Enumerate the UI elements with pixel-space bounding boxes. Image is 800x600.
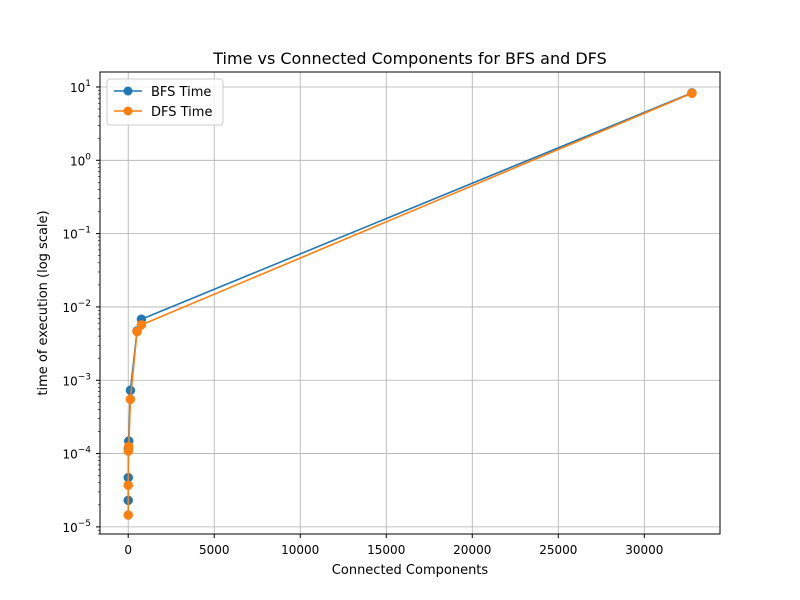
y-tick-label: 10−4: [62, 446, 91, 462]
y-tick-label: 10−2: [62, 299, 91, 315]
plot-background: [100, 72, 720, 534]
x-tick-label: 30000: [625, 543, 663, 557]
y-tick-label-exponent: −2: [78, 299, 91, 309]
y-tick-label-base: 10: [62, 228, 77, 242]
chart-title: Time vs Connected Components for BFS and…: [212, 49, 607, 68]
legend-swatch-marker: [123, 86, 133, 96]
y-tick-label-base: 10: [62, 521, 77, 535]
y-tick-label-base: 10: [62, 301, 77, 315]
x-axis-label: Connected Components: [332, 563, 489, 578]
y-tick-label-exponent: 1: [85, 79, 91, 89]
legend-entry-bfs-time: BFS Time: [114, 85, 211, 100]
x-tick-label: 20000: [453, 543, 491, 557]
dfs-time-point: [124, 441, 134, 452]
y-tick-label: 10−5: [62, 519, 91, 535]
dfs-time-series: [123, 88, 697, 520]
y-tick-label-base: 10: [62, 448, 77, 462]
y-tick-label: 10−3: [62, 372, 91, 388]
y-tick-label: 101: [70, 79, 91, 95]
x-axis-ticks: 0 5000 10000 15000 20000 25000 30000: [124, 534, 663, 557]
y-tick-label-exponent: −3: [78, 372, 91, 382]
y-tick-label: 10−1: [62, 226, 91, 242]
plot-area: [99, 71, 721, 535]
x-tick-label: 5000: [199, 543, 230, 557]
series-layer: [123, 88, 697, 520]
y-tick-label-exponent: −5: [78, 519, 91, 529]
dfs-time-point: [687, 88, 697, 99]
legend-swatch-marker: [123, 106, 133, 116]
y-tick-label-exponent: −4: [78, 446, 92, 456]
y-tick-label-exponent: 0: [85, 152, 91, 162]
legend-entry-dfs-time: DFS Time: [114, 105, 212, 120]
legend: BFS Time DFS Time: [106, 78, 224, 126]
x-tick-label: 10000: [281, 543, 319, 557]
x-tick-label: 15000: [367, 543, 405, 557]
y-tick-label-base: 10: [70, 154, 85, 168]
dfs-time-point: [123, 480, 133, 490]
dfs-time-point: [123, 510, 133, 520]
dfs-time-point: [136, 320, 147, 330]
dfs-time-point: [132, 326, 142, 337]
x-tick-label: 0: [124, 543, 132, 557]
legend-label: DFS Time: [151, 105, 212, 120]
dfs-time-point: [125, 394, 136, 405]
y-tick-label: 100: [70, 152, 91, 168]
y-axis-label: time of execution (log scale): [36, 210, 51, 395]
legend-label: BFS Time: [151, 85, 211, 100]
plot-frame: [99, 71, 721, 535]
x-tick-label: 25000: [539, 543, 577, 557]
y-tick-label-base: 10: [62, 374, 77, 388]
y-tick-label-exponent: −1: [78, 226, 91, 236]
y-tick-label-base: 10: [70, 81, 85, 95]
legend-items: BFS Time DFS Time: [114, 85, 212, 120]
